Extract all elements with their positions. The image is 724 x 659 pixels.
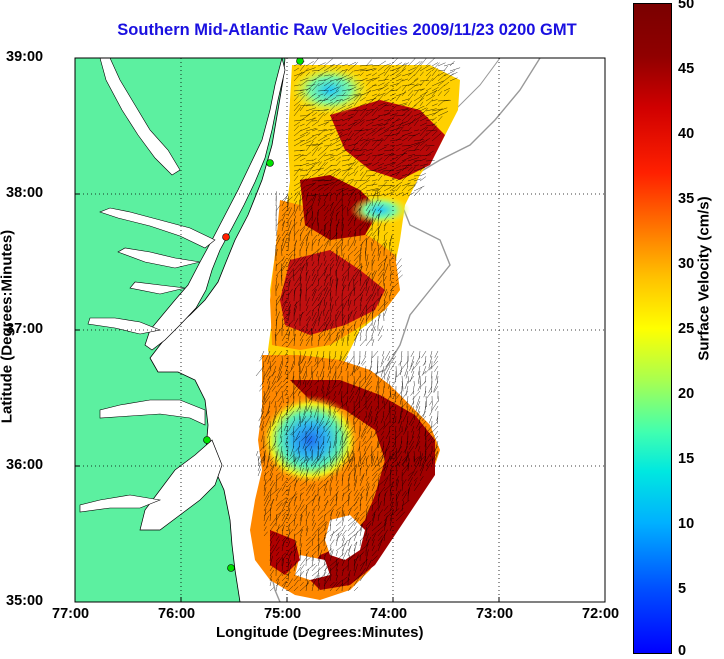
y-tick-label: 39:00 xyxy=(6,49,44,65)
x-tick-label: 75:00 xyxy=(264,606,302,622)
james-river xyxy=(87,317,162,335)
grid-lines xyxy=(75,58,605,602)
radar-stations xyxy=(203,58,304,572)
colorbar-tick-label: 35 xyxy=(678,191,695,207)
chesapeake-bay xyxy=(144,58,286,351)
y-tick-label: 36:00 xyxy=(6,457,44,473)
station-marker xyxy=(222,233,230,241)
colorbar-tick-label: 25 xyxy=(678,321,695,337)
upper-bay-branch xyxy=(99,58,181,176)
colorbar-tick-label: 15 xyxy=(678,451,695,467)
colorbar-tick-label: 50 xyxy=(678,0,695,12)
pamlico-sound xyxy=(139,439,223,531)
potomac-river xyxy=(99,207,216,249)
colorbar-tick-label: 10 xyxy=(678,516,695,532)
velocity-arrows xyxy=(255,58,461,592)
albemarle-sound xyxy=(99,399,206,426)
x-axis-label: Longitude (Degrees:Minutes) xyxy=(216,624,424,641)
colorbar-tick-label: 45 xyxy=(678,61,695,77)
y-axis-label: Latitude (Degrees:Minutes) xyxy=(0,229,16,424)
rappahannock-river xyxy=(117,247,201,269)
y-tick-label: 37:00 xyxy=(6,321,44,337)
colorbar-label: Surface Velocity (cm/s) xyxy=(695,196,713,361)
x-tick-label: 77:00 xyxy=(52,606,90,622)
station-marker xyxy=(203,436,211,444)
colorbar xyxy=(633,3,672,654)
colorbar-tick-label: 20 xyxy=(678,386,695,402)
x-tick-label: 74:00 xyxy=(370,606,408,622)
station-marker xyxy=(227,564,235,572)
neuse-river xyxy=(79,494,162,513)
colorbar-tick-label: 40 xyxy=(678,126,695,142)
york-river xyxy=(129,281,186,295)
colorbar-tick-label: 30 xyxy=(678,256,695,272)
x-tick-label: 72:00 xyxy=(582,606,620,622)
y-tick-label: 35:00 xyxy=(6,593,44,609)
station-marker xyxy=(266,159,274,167)
x-tick-label: 76:00 xyxy=(158,606,196,622)
station-marker xyxy=(296,58,304,65)
tick-marks xyxy=(75,193,500,602)
x-tick-label: 73:00 xyxy=(476,606,514,622)
colorbar-tick-label: 5 xyxy=(678,581,687,597)
colorbar-tick-label: 0 xyxy=(678,643,687,659)
map-title: Southern Mid-Atlantic Raw Velocities 200… xyxy=(117,21,577,39)
y-tick-label: 38:00 xyxy=(6,185,44,201)
